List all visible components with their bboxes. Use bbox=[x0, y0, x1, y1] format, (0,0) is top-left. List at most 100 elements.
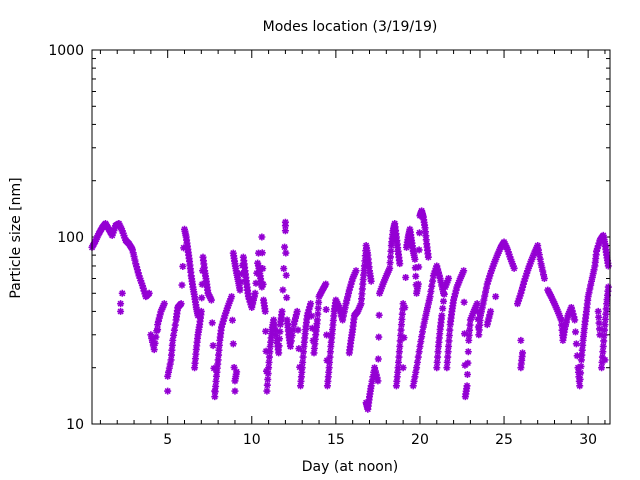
data-point bbox=[568, 307, 576, 315]
data-point bbox=[312, 331, 320, 339]
data-point bbox=[465, 336, 473, 344]
y-tick-label: 10 bbox=[66, 417, 84, 433]
data-point bbox=[452, 286, 460, 294]
data-point bbox=[275, 349, 283, 357]
data-point bbox=[434, 348, 442, 356]
data-point bbox=[489, 262, 497, 270]
data-point bbox=[417, 338, 425, 346]
data-point bbox=[401, 304, 409, 312]
data-point bbox=[561, 322, 569, 330]
data-point bbox=[381, 276, 389, 284]
data-point bbox=[186, 265, 194, 273]
data-point bbox=[358, 290, 366, 298]
data-point bbox=[517, 360, 525, 368]
data-point bbox=[517, 364, 525, 372]
data-point bbox=[287, 337, 295, 345]
data-point bbox=[364, 251, 372, 259]
data-point bbox=[281, 227, 289, 235]
data-point bbox=[577, 362, 585, 370]
data-point bbox=[435, 334, 443, 342]
data-point bbox=[527, 257, 535, 265]
data-point bbox=[156, 311, 164, 319]
data-point bbox=[138, 279, 146, 287]
data-point bbox=[438, 312, 446, 320]
data-point bbox=[476, 321, 484, 329]
data-point bbox=[604, 262, 612, 270]
data-point bbox=[475, 326, 483, 334]
data-point bbox=[573, 352, 581, 360]
data-point bbox=[314, 304, 322, 312]
data-point bbox=[441, 283, 449, 291]
data-point bbox=[254, 259, 262, 267]
data-point bbox=[178, 281, 186, 289]
data-point bbox=[604, 287, 612, 295]
data-point bbox=[487, 269, 495, 277]
data-point bbox=[601, 315, 609, 323]
data-point bbox=[397, 321, 405, 329]
data-point bbox=[569, 310, 577, 318]
data-point bbox=[292, 311, 300, 319]
data-point bbox=[160, 300, 168, 308]
data-point bbox=[375, 311, 383, 319]
data-point bbox=[343, 296, 351, 304]
data-point bbox=[580, 325, 588, 333]
data-point bbox=[589, 270, 597, 278]
data-point bbox=[395, 358, 403, 366]
data-point bbox=[455, 279, 463, 287]
data-point bbox=[249, 300, 257, 308]
data-point bbox=[218, 323, 225, 331]
data-point bbox=[307, 312, 315, 320]
data-point bbox=[603, 296, 611, 304]
data-point bbox=[298, 364, 306, 372]
data-point bbox=[518, 353, 526, 361]
data-point bbox=[524, 264, 532, 272]
data-point bbox=[584, 296, 592, 304]
data-point bbox=[330, 312, 338, 320]
data-point bbox=[381, 274, 389, 282]
data-point bbox=[436, 330, 444, 338]
x-tick-label: 30 bbox=[579, 432, 597, 448]
data-point bbox=[463, 382, 471, 390]
data-point bbox=[192, 346, 200, 354]
data-point bbox=[435, 271, 443, 279]
data-point bbox=[328, 330, 336, 338]
data-point bbox=[250, 293, 258, 301]
data-point bbox=[345, 286, 353, 294]
data-point bbox=[557, 316, 565, 324]
y-tick-label: 100 bbox=[57, 230, 84, 246]
data-point bbox=[255, 249, 262, 257]
data-point bbox=[324, 373, 332, 381]
data-point bbox=[230, 363, 238, 371]
data-point bbox=[450, 293, 458, 301]
data-point bbox=[392, 382, 400, 390]
data-point bbox=[359, 280, 367, 288]
data-point bbox=[367, 277, 375, 285]
data-point bbox=[579, 336, 587, 344]
chart-title: Modes location (3/19/19) bbox=[263, 19, 438, 35]
data-point bbox=[310, 349, 318, 357]
data-point bbox=[567, 303, 575, 311]
data-point bbox=[442, 281, 450, 289]
data-point bbox=[361, 257, 369, 265]
data-point bbox=[433, 262, 441, 270]
data-point bbox=[284, 320, 292, 328]
data-point bbox=[167, 351, 175, 359]
data-point bbox=[423, 307, 431, 315]
data-point bbox=[218, 320, 226, 328]
data-point bbox=[259, 280, 267, 288]
data-point bbox=[294, 326, 302, 334]
data-point bbox=[193, 338, 201, 346]
x-tick-label: 10 bbox=[243, 432, 261, 448]
data-point bbox=[538, 263, 546, 271]
data-point bbox=[387, 253, 395, 261]
data-point bbox=[583, 304, 591, 312]
data-point bbox=[509, 262, 517, 270]
data-point bbox=[207, 296, 215, 304]
data-point bbox=[389, 230, 397, 238]
data-point bbox=[430, 269, 438, 277]
data-point bbox=[434, 268, 442, 276]
data-point bbox=[266, 348, 274, 356]
data-point bbox=[415, 246, 423, 254]
x-tick-label: 15 bbox=[327, 432, 345, 448]
data-point bbox=[308, 324, 316, 332]
